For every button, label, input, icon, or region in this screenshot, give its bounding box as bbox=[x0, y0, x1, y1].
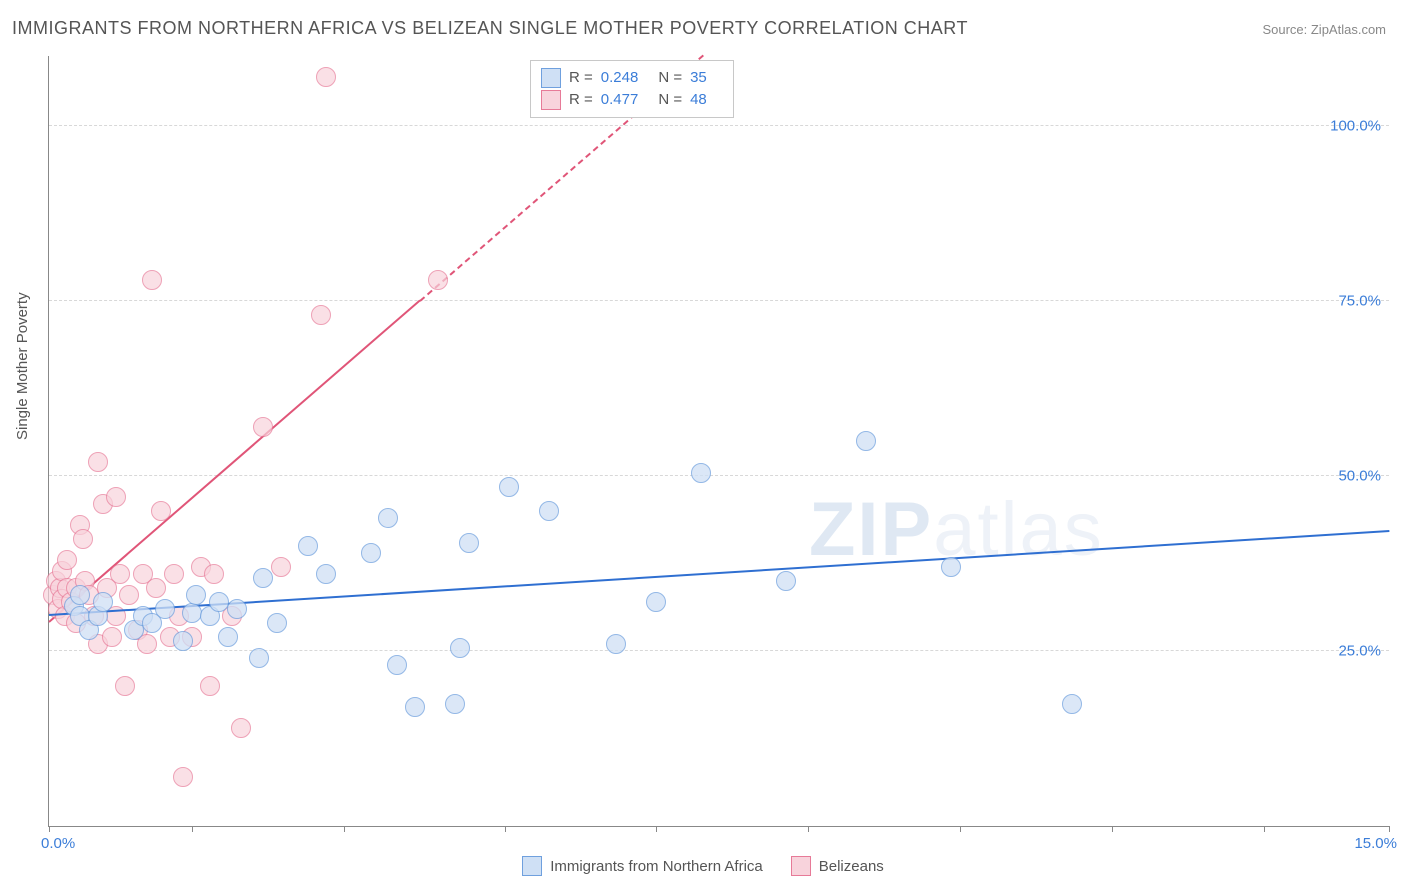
gridline bbox=[49, 300, 1389, 301]
data-point bbox=[57, 550, 77, 570]
y-tick-label: 50.0% bbox=[1338, 468, 1381, 485]
data-point bbox=[88, 452, 108, 472]
data-point bbox=[227, 599, 247, 619]
data-point bbox=[231, 718, 251, 738]
x-tick-mark bbox=[656, 826, 657, 832]
data-point bbox=[151, 501, 171, 521]
data-point bbox=[316, 67, 336, 87]
data-point bbox=[155, 599, 175, 619]
data-point bbox=[271, 557, 291, 577]
legend-row-series-a: R = 0.248 N = 35 bbox=[541, 67, 719, 89]
x-tick-label: 0.0% bbox=[41, 835, 75, 852]
data-point bbox=[93, 592, 113, 612]
x-tick-mark bbox=[960, 826, 961, 832]
swatch-icon bbox=[791, 856, 811, 876]
data-point bbox=[378, 508, 398, 528]
gridline bbox=[49, 650, 1389, 651]
data-point bbox=[428, 270, 448, 290]
x-tick-label: 15.0% bbox=[1354, 835, 1397, 852]
data-point bbox=[182, 603, 202, 623]
data-point bbox=[856, 431, 876, 451]
y-tick-label: 25.0% bbox=[1338, 643, 1381, 660]
data-point bbox=[253, 417, 273, 437]
x-tick-mark bbox=[505, 826, 506, 832]
data-point bbox=[73, 529, 93, 549]
data-point bbox=[941, 557, 961, 577]
data-point bbox=[173, 631, 193, 651]
legend-row-series-b: R = 0.477 N = 48 bbox=[541, 89, 719, 111]
x-tick-mark bbox=[192, 826, 193, 832]
source-attribution: Source: ZipAtlas.com bbox=[1262, 22, 1386, 37]
data-point bbox=[459, 533, 479, 553]
gridline bbox=[49, 475, 1389, 476]
data-point bbox=[539, 501, 559, 521]
data-point bbox=[267, 613, 287, 633]
data-point bbox=[70, 585, 90, 605]
data-point bbox=[173, 767, 193, 787]
data-point bbox=[142, 270, 162, 290]
scatter-plot-area: ZIPatlas 25.0%50.0%75.0%100.0%0.0%15.0% bbox=[48, 56, 1389, 827]
data-point bbox=[387, 655, 407, 675]
data-point bbox=[200, 676, 220, 696]
correlation-legend: R = 0.248 N = 35 R = 0.477 N = 48 bbox=[530, 60, 734, 118]
swatch-icon bbox=[522, 856, 542, 876]
swatch-icon bbox=[541, 90, 561, 110]
data-point bbox=[776, 571, 796, 591]
data-point bbox=[102, 627, 122, 647]
data-point bbox=[146, 578, 166, 598]
data-point bbox=[606, 634, 626, 654]
data-point bbox=[445, 694, 465, 714]
data-point bbox=[106, 487, 126, 507]
data-point bbox=[499, 477, 519, 497]
gridline bbox=[49, 125, 1389, 126]
chart-title: IMMIGRANTS FROM NORTHERN AFRICA VS BELIZ… bbox=[12, 18, 968, 39]
trend-line bbox=[49, 530, 1389, 616]
data-point bbox=[316, 564, 336, 584]
data-point bbox=[691, 463, 711, 483]
data-point bbox=[253, 568, 273, 588]
y-tick-label: 75.0% bbox=[1338, 293, 1381, 310]
x-tick-mark bbox=[1264, 826, 1265, 832]
data-point bbox=[450, 638, 470, 658]
y-tick-label: 100.0% bbox=[1330, 118, 1381, 135]
data-point bbox=[218, 627, 238, 647]
data-point bbox=[204, 564, 224, 584]
x-tick-mark bbox=[1389, 826, 1390, 832]
data-point bbox=[405, 697, 425, 717]
series-legend: Immigrants from Northern Africa Belizean… bbox=[0, 856, 1406, 876]
legend-item-series-b: Belizeans bbox=[791, 856, 884, 876]
data-point bbox=[110, 564, 130, 584]
data-point bbox=[298, 536, 318, 556]
x-tick-mark bbox=[1112, 826, 1113, 832]
data-point bbox=[115, 676, 135, 696]
legend-item-series-a: Immigrants from Northern Africa bbox=[522, 856, 763, 876]
data-point bbox=[164, 564, 184, 584]
data-point bbox=[361, 543, 381, 563]
data-point bbox=[646, 592, 666, 612]
data-point bbox=[1062, 694, 1082, 714]
data-point bbox=[249, 648, 269, 668]
y-axis-title: Single Mother Poverty bbox=[14, 292, 31, 440]
x-tick-mark bbox=[808, 826, 809, 832]
x-tick-mark bbox=[49, 826, 50, 832]
data-point bbox=[119, 585, 139, 605]
data-point bbox=[186, 585, 206, 605]
x-tick-mark bbox=[344, 826, 345, 832]
data-point bbox=[311, 305, 331, 325]
swatch-icon bbox=[541, 68, 561, 88]
